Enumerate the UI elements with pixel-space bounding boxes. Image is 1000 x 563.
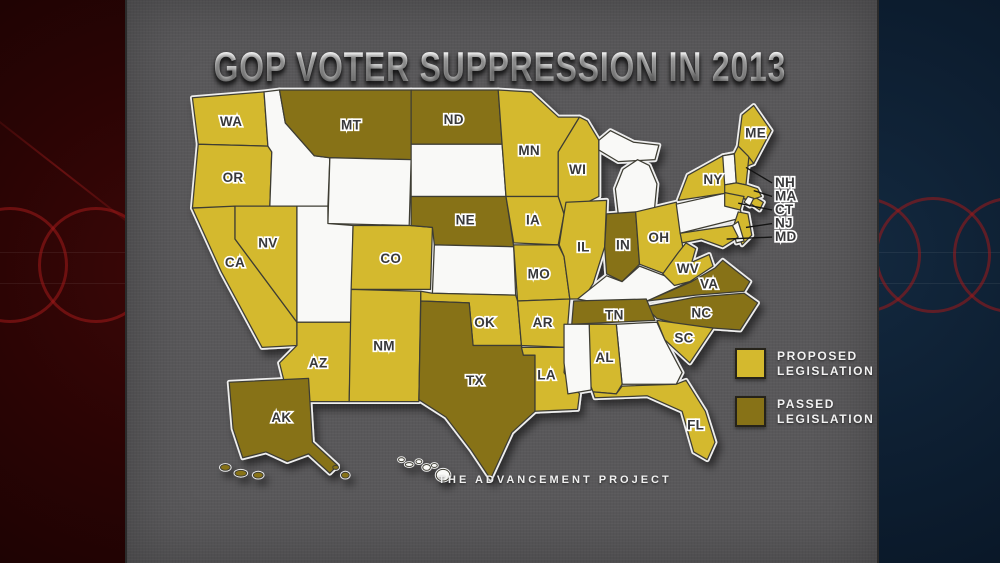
map-states [191,89,772,482]
leader-line-CT [738,202,773,211]
state-VA [646,259,751,302]
legend-item-proposed: PROPOSED LEGISLATION [735,348,875,379]
state-HI [415,459,423,465]
legend-swatch-passed [735,396,766,427]
state-label-SC: SC [674,331,693,346]
state-label-MA: MA [775,188,797,203]
state-label-ME: ME [745,125,766,140]
state-MI_UP [598,130,660,163]
state-label-MO: MO [528,267,550,282]
credit-text: THE ADVANCEMENT PROJECT [438,474,672,486]
state-ME [737,104,772,165]
state-MI [614,159,658,215]
state-label-FL: FL [687,418,704,433]
state-MD [679,224,739,248]
state-label-IL: IL [577,240,590,255]
state-AK_ISLES [220,464,231,471]
state-CO [350,224,434,290]
state-label-OR: OR [223,170,244,185]
state-label-CA: CA [225,255,245,270]
legend-swatch-proposed [735,348,766,379]
state-NJ [733,211,753,246]
state-HI [404,462,414,467]
state-label-NV: NV [258,236,277,251]
state-label-CO: CO [380,251,401,266]
legend: PROPOSED LEGISLATION PASSED LEGISLATION [735,348,875,444]
state-label-NY: NY [703,172,722,187]
state-AK [228,377,339,474]
leader-line-MD [726,236,773,240]
state-label-AL: AL [595,350,614,365]
state-label-AR: AR [533,315,553,330]
state-HI [422,464,431,471]
leader-line-MA [753,189,773,198]
state-HI [398,457,405,463]
state-AK_ISLES [340,471,350,479]
state-label-MT: MT [341,118,362,133]
state-NM [348,288,422,403]
state-label-NJ: NJ [775,215,793,230]
state-label-WV: WV [677,261,699,276]
legend-label-passed: PASSED LEGISLATION [777,397,875,426]
state-label-OH: OH [648,230,669,245]
state-label-AK: AK [271,410,291,425]
state-label-WA: WA [220,114,242,129]
state-label-ND: ND [444,112,464,127]
state-label-OK: OK [474,315,495,330]
state-MS [563,323,592,395]
page-title: GOP VOTER SUPPRESSION IN 2013 [213,44,787,90]
state-label-VA: VA [700,276,718,291]
title-container: GOP VOTER SUPPRESSION IN 2013 [125,44,875,90]
state-HI [435,468,451,482]
state-TN [571,298,656,325]
state-WY [327,157,412,227]
state-NC [644,292,759,331]
state-FL [592,379,716,461]
state-label-NE: NE [456,213,475,228]
state-CT [724,191,745,211]
state-WI [557,116,600,215]
state-AK_ISLES [234,469,248,477]
state-label-LA: LA [537,367,556,382]
state-WV [662,242,714,287]
state-label-MD: MD [775,229,797,244]
state-HI [430,463,438,468]
legend-item-passed: PASSED LEGISLATION [735,396,875,427]
state-label-WI: WI [569,162,586,177]
state-label-TN: TN [605,307,624,322]
legend-label-proposed: PROPOSED LEGISLATION [777,349,875,378]
state-label-NH: NH [775,175,795,190]
state-label-MN: MN [518,143,540,158]
state-label-NM: NM [373,338,395,353]
state-label-NC: NC [691,305,711,320]
map-labels: WA OR MT CA NV AZ CO NM ND NE OK TX MN IA MO AR LA WI IL IN… [218,110,798,434]
leader-line-NH [745,166,773,184]
state-label-IA: IA [526,213,540,228]
state-KS [431,244,517,296]
state-SD [410,143,507,198]
state-AK_ISLES [332,465,340,470]
state-label-IN: IN [616,238,630,253]
state-AK_ISLES [252,471,264,479]
state-label-CT: CT [775,202,794,217]
state-NH [733,145,751,186]
state-label-AZ: AZ [309,356,328,371]
leader-line-NJ [745,222,773,229]
us-map: WA OR MT CA NV AZ CO NM ND NE OK TX MN IA MO AR LA WI IL IN… [190,87,798,483]
state-label-TX: TX [466,373,484,388]
